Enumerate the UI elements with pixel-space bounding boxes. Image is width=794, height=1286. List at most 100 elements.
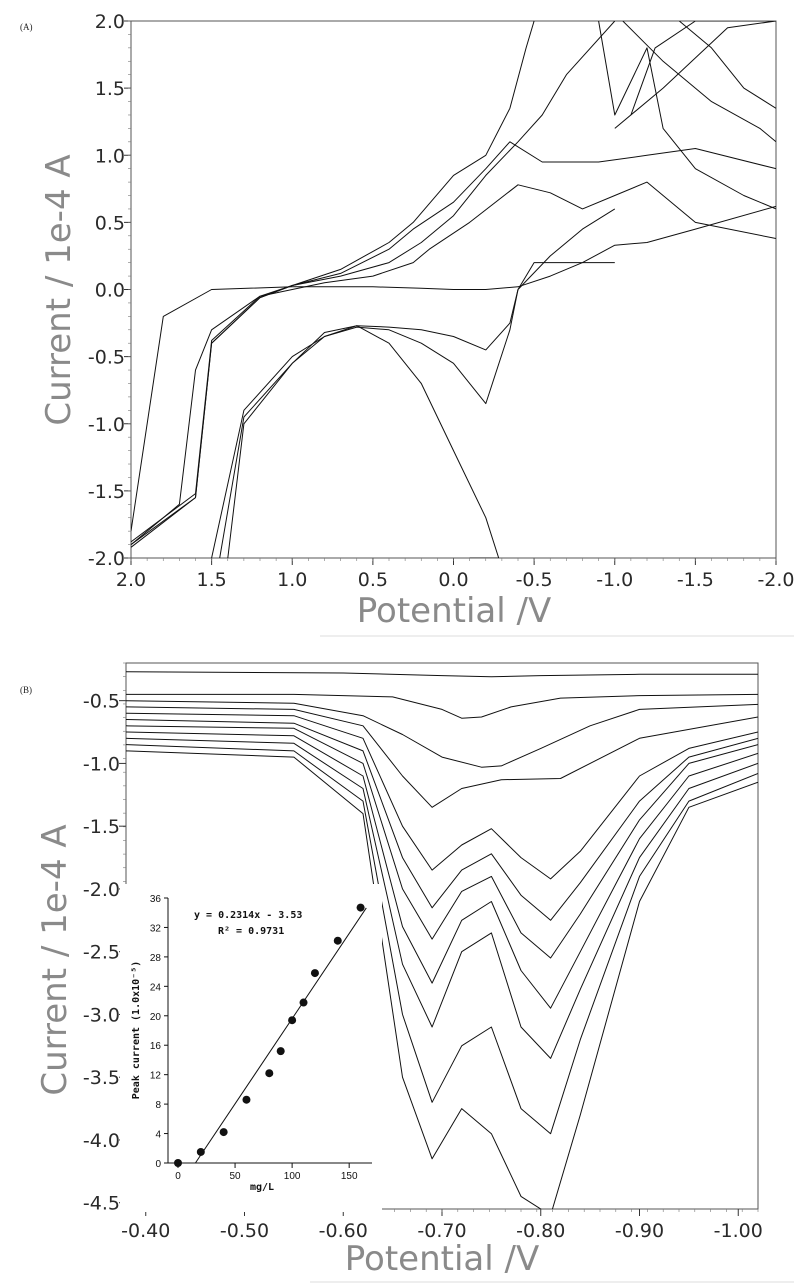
y-tick-label: -3.0 [83, 1004, 120, 1026]
series-line-2 [126, 693, 758, 719]
x-tick-label: -0.80 [516, 1220, 565, 1242]
inset-data-point [196, 1147, 205, 1156]
inset-x-ticks: 0 50 100 150 [175, 1163, 358, 1182]
panel-a: (A) 2.0 1.5 1.0 0.5 0.0 -0.5 -1.0 -1.5 -2.0 2.0 1… [20, 11, 794, 637]
y-tick-label: 1.5 [95, 78, 125, 100]
inset-x-axis-title: mg/L [250, 1182, 274, 1193]
inset-data-point [265, 1069, 274, 1078]
panel-b-y-axis-title: Current / 1e-4 A [35, 824, 75, 1095]
y-tick-label: -2.5 [83, 942, 120, 964]
y-tick-label: -2.0 [88, 548, 125, 570]
inset-data-point [310, 969, 319, 978]
y-tick-label: -4.0 [83, 1130, 120, 1152]
series-line-4 [131, 141, 776, 543]
y-tick-label: 0.5 [95, 212, 125, 234]
y-tick-label: -0.5 [83, 691, 120, 713]
y-tick-label: -1.5 [83, 816, 120, 838]
series-line-5 [131, 21, 535, 546]
x-tick-label: -1.0 [596, 569, 633, 591]
x-tick-label: -0.70 [417, 1220, 466, 1242]
inset-y-tick-label: 0 [155, 1159, 161, 1170]
series-line-2 [131, 181, 776, 545]
y-tick-label: -3.5 [83, 1067, 120, 1089]
inset-y-tick-label: 4 [155, 1130, 161, 1141]
x-tick-label: 1.0 [277, 569, 307, 591]
series-line-4 [126, 706, 758, 808]
inset-calibration-plot: 0 4 8 12 16 20 24 28 32 36 0 50 100 150 y = 0.2314x … [120, 884, 382, 1212]
series-line-10 [126, 744, 758, 1135]
series-line-3 [131, 21, 616, 548]
inset-y-tick-label: 32 [150, 923, 162, 934]
panel-a-y-ticks: 2.0 1.5 1.0 0.5 0.0 -0.5 -1.0 -1.5 -2.0 [88, 11, 131, 570]
inset-data-point [174, 1159, 182, 1167]
y-tick-label: -0.5 [88, 347, 125, 369]
inset-x-tick-label: 0 [175, 1171, 181, 1182]
y-tick-label: -1.5 [88, 481, 125, 503]
inset-data-point [219, 1128, 228, 1137]
panel-a-y-axis-title: Current / 1e-4 A [39, 154, 79, 425]
inset-y-tick-label: 36 [150, 894, 162, 905]
y-tick-label: -2.0 [83, 879, 120, 901]
inset-r-squared: R² = 0.9731 [218, 926, 284, 937]
y-tick-label: -1.0 [88, 414, 125, 436]
x-tick-label: 2.0 [116, 569, 146, 591]
series-line-8 [126, 731, 758, 1009]
inset-equation: y = 0.2314x - 3.53 [194, 910, 302, 921]
inset-data-point [299, 998, 308, 1007]
panel-b-x-axis-title: Potential /V [345, 1239, 539, 1279]
inset-data-point [288, 1016, 297, 1025]
series-line-13 [678, 21, 776, 109]
x-tick-label: -1.00 [714, 1220, 763, 1242]
series-line-1 [126, 671, 758, 678]
series-line-1 [131, 205, 776, 532]
inset-x-tick-label: 150 [341, 1171, 358, 1182]
series-line-6 [126, 719, 758, 921]
series-line-11 [630, 21, 776, 116]
x-tick-label: 0.5 [358, 569, 388, 591]
inset-y-tick-label: 28 [150, 953, 162, 964]
inset-data-point [333, 936, 342, 945]
x-tick-label: -1.5 [677, 569, 714, 591]
series-line-11 [126, 750, 758, 1209]
inset-x-tick-label: 50 [229, 1171, 241, 1182]
series-line-9 [598, 21, 776, 210]
inset-y-tick-label: 8 [155, 1100, 161, 1111]
y-tick-label: 2.0 [95, 11, 125, 33]
inset-y-tick-label: 24 [150, 982, 162, 993]
inset-fit-line [194, 907, 367, 1164]
x-tick-label: -0.5 [516, 569, 553, 591]
series-line-12 [614, 21, 776, 129]
inset-data-point [276, 1047, 285, 1056]
inset-y-tick-label: 20 [150, 1012, 162, 1023]
x-tick-label: -0.90 [615, 1220, 664, 1242]
x-tick-label: 0.0 [438, 569, 468, 591]
inset-y-axis-title: Peak current (1.0x10⁻⁵) [131, 961, 142, 1099]
inset-data-point [242, 1095, 251, 1104]
y-tick-label: 1.0 [95, 145, 125, 167]
x-tick-label: 1.5 [197, 569, 227, 591]
inset-data-point [356, 903, 365, 912]
series-line-10 [622, 21, 776, 143]
x-tick-label: -0.40 [121, 1220, 170, 1242]
x-tick-label: -2.0 [757, 569, 794, 591]
panel-a-series [131, 21, 776, 558]
panel-a-x-ticks: 2.0 1.5 1.0 0.5 0.0 -0.5 -1.0 -1.5 -2.0 [116, 558, 794, 591]
inset-points [174, 903, 365, 1167]
series-line-6 [211, 262, 615, 558]
series-line-3 [126, 700, 758, 768]
y-tick-label: -1.0 [83, 753, 120, 775]
inset-y-ticks: 0 4 8 12 16 20 24 28 32 36 [150, 894, 168, 1170]
inset-y-tick-label: 16 [150, 1041, 162, 1052]
series-line-8 [227, 325, 500, 558]
series-line-7 [126, 725, 758, 959]
panel-b: (B) -0.5 -1.0 -1.5 -2.0 -2.5 -3.0 -3.5 -4.0 -4.5… [20, 662, 794, 1283]
series-line-7 [219, 208, 616, 558]
inset-x-tick-label: 100 [284, 1171, 301, 1182]
panel-b-label: (B) [20, 685, 32, 695]
panel-a-label: (A) [20, 22, 33, 32]
panel-a-x-axis-title: Potential /V [357, 591, 551, 631]
panel-b-x-ticks: -0.40 -0.50 -0.60 -0.70 -0.80 -0.90 -1.00 [121, 1209, 763, 1242]
series-line-9 [126, 737, 758, 1059]
series-line-5 [126, 712, 758, 880]
